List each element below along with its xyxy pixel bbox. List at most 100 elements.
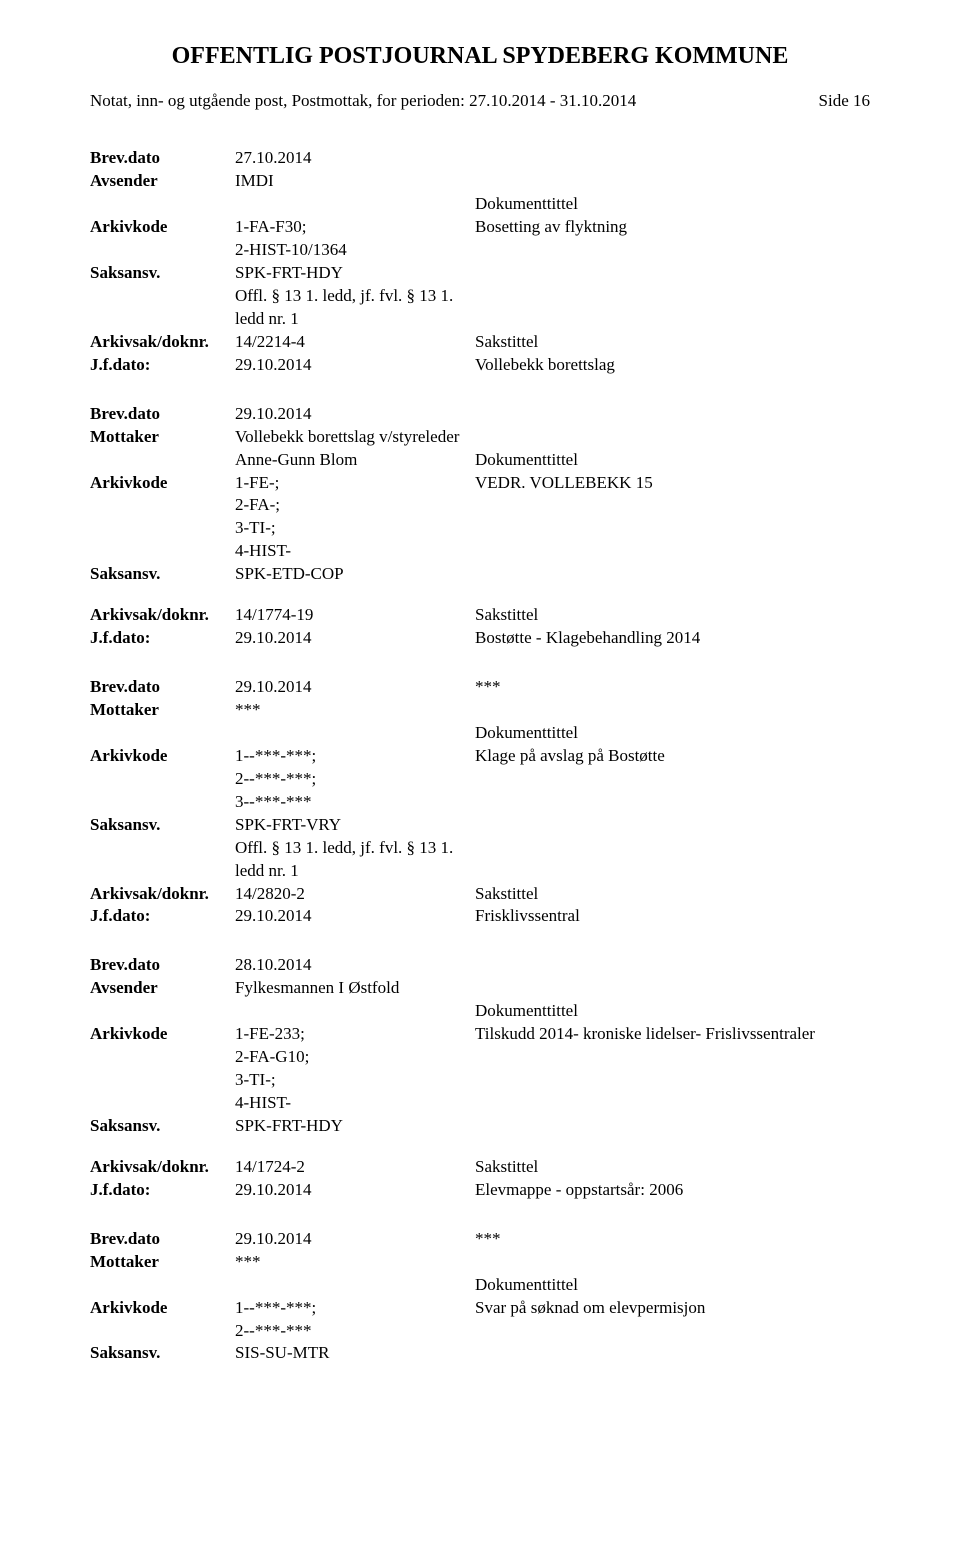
arkivkode-value: 4-HIST-: [235, 540, 475, 563]
brevdato-value: 29.10.2014: [235, 676, 475, 699]
saksansv-label: Saksansv.: [90, 262, 235, 285]
arkivsak-label: Arkivsak/doknr.: [90, 883, 235, 906]
party-label: Mottaker: [90, 1251, 235, 1274]
dokumenttittel-heading: Dokumenttittel: [475, 1000, 870, 1023]
arkivkode-value: 1-FA-F30;: [235, 216, 475, 239]
jfdato-value: 29.10.2014: [235, 354, 475, 377]
brevdato-label: Brev.dato: [90, 1228, 235, 1251]
brevdato-row: Brev.dato29.10.2014***: [90, 1228, 870, 1251]
dokumenttittel-heading-row: Dokumenttittel: [90, 1000, 870, 1023]
arkivkode-value: 4-HIST-: [235, 1092, 475, 1115]
arkivsak-row: Arkivsak/doknr.14/1774-19Sakstittel: [90, 604, 870, 627]
sakstittel-value: Elevmappe - oppstartsår: 2006: [475, 1179, 870, 1202]
arkivsak-value: 14/1774-19: [235, 604, 475, 627]
arkivkode-row: 3-TI-;: [90, 517, 870, 540]
arkivsak-value: 14/2214-4: [235, 331, 475, 354]
party-row: Mottaker***: [90, 1251, 870, 1274]
arkivkode-label: Arkivkode: [90, 216, 235, 239]
saksansv-label: Saksansv.: [90, 814, 235, 837]
jfdato-row: J.f.dato:29.10.2014Vollebekk borettslag: [90, 354, 870, 377]
saksansv-row: Offl. § 13 1. ledd, jf. fvl. § 13 1.: [90, 837, 870, 860]
sakstittel-value: Bostøtte - Klagebehandling 2014: [475, 627, 870, 650]
arkivkode-value: 2-HIST-10/1364: [235, 239, 475, 262]
arkivkode-row: 4-HIST-: [90, 1092, 870, 1115]
party-value-cont: Anne-Gunn Blom: [235, 449, 475, 472]
brevdato-value: 27.10.2014: [235, 147, 475, 170]
saksansv-row: ledd nr. 1: [90, 860, 870, 883]
arkivkode-row: 3--***-***: [90, 791, 870, 814]
sakstittel-heading: Sakstittel: [475, 604, 870, 627]
entry-gap: [90, 1138, 870, 1156]
arkivsak-label: Arkivsak/doknr.: [90, 331, 235, 354]
party-value: Fylkesmannen I Østfold: [235, 977, 475, 1000]
saksansv-value: SPK-FRT-HDY: [235, 262, 475, 285]
saksansv-value: SPK-ETD-COP: [235, 563, 475, 586]
dokumenttittel-heading-row: Dokumenttittel: [90, 1274, 870, 1297]
arkivkode-row: 2-FA-G10;: [90, 1046, 870, 1069]
brevdato-label: Brev.dato: [90, 403, 235, 426]
brevdato-suffix: ***: [475, 676, 870, 699]
brevdato-label: Brev.dato: [90, 954, 235, 977]
saksansv-row: Saksansv.SPK-FRT-VRY: [90, 814, 870, 837]
sakstittel-value: Vollebekk borettslag: [475, 354, 870, 377]
arkivsak-row: Arkivsak/doknr.14/2214-4Sakstittel: [90, 331, 870, 354]
party-label: Avsender: [90, 170, 235, 193]
party-label: Mottaker: [90, 699, 235, 722]
journal-entry: Brev.dato29.10.2014***Mottaker***Dokumen…: [90, 1228, 870, 1366]
subheader-row: Notat, inn- og utgående post, Postmottak…: [90, 90, 870, 113]
saksansv-value: Offl. § 13 1. ledd, jf. fvl. § 13 1.: [235, 285, 475, 308]
journal-entry: Brev.dato29.10.2014MottakerVollebekk bor…: [90, 403, 870, 650]
journal-entry: Brev.dato27.10.2014AvsenderIMDIDokumentt…: [90, 147, 870, 376]
brevdato-label: Brev.dato: [90, 147, 235, 170]
entry-gap: [90, 586, 870, 604]
arkivkode-label: Arkivkode: [90, 1023, 235, 1046]
dokumenttittel-heading-row: Dokumenttittel: [90, 193, 870, 216]
arkivkode-row: Arkivkode1--***-***;Klage på avslag på B…: [90, 745, 870, 768]
arkivkode-value: 1-FE-;: [235, 472, 475, 495]
saksansv-label: Saksansv.: [90, 1115, 235, 1138]
party-row: AvsenderIMDI: [90, 170, 870, 193]
arkivsak-label: Arkivsak/doknr.: [90, 604, 235, 627]
party-value: ***: [235, 699, 475, 722]
arkivkode-label: Arkivkode: [90, 1297, 235, 1320]
dokumenttittel-heading: Dokumenttittel: [475, 722, 870, 745]
dokumenttittel-value: Tilskudd 2014- kroniske lidelser- Frisli…: [475, 1023, 870, 1046]
sakstittel-heading: Sakstittel: [475, 331, 870, 354]
jfdato-label: J.f.dato:: [90, 354, 235, 377]
arkivkode-row: 2-HIST-10/1364: [90, 239, 870, 262]
jfdato-label: J.f.dato:: [90, 627, 235, 650]
dokumenttittel-heading: Dokumenttittel: [475, 449, 870, 472]
arkivkode-value: 1--***-***;: [235, 745, 475, 768]
jfdato-value: 29.10.2014: [235, 905, 475, 928]
arkivkode-row: 2--***-***: [90, 1320, 870, 1343]
arkivkode-row: Arkivkode1--***-***;Svar på søknad om el…: [90, 1297, 870, 1320]
saksansv-value: ledd nr. 1: [235, 860, 475, 883]
arkivsak-value: 14/2820-2: [235, 883, 475, 906]
dokumenttittel-heading: Dokumenttittel: [475, 1274, 870, 1297]
brevdato-row: Brev.dato29.10.2014***: [90, 676, 870, 699]
party-row: MottakerVollebekk borettslag v/styrelede…: [90, 426, 870, 449]
arkivkode-row: 4-HIST-: [90, 540, 870, 563]
dokumenttittel-heading: Dokumenttittel: [475, 193, 870, 216]
party-label: Mottaker: [90, 426, 235, 449]
dokumenttittel-value: Svar på søknad om elevpermisjon: [475, 1297, 870, 1320]
brevdato-row: Brev.dato27.10.2014: [90, 147, 870, 170]
arkivkode-row: 2-FA-;: [90, 494, 870, 517]
sakstittel-heading: Sakstittel: [475, 1156, 870, 1179]
party-value: IMDI: [235, 170, 475, 193]
party-label: Avsender: [90, 977, 235, 1000]
dokumenttittel-value: Klage på avslag på Bostøtte: [475, 745, 870, 768]
arkivkode-value: 2-FA-G10;: [235, 1046, 475, 1069]
party-value: Vollebekk borettslag v/styreleder: [235, 426, 475, 449]
brevdato-row: Brev.dato29.10.2014: [90, 403, 870, 426]
arkivkode-value: 1-FE-233;: [235, 1023, 475, 1046]
dokumenttittel-value: Bosetting av flyktning: [475, 216, 870, 239]
arkivkode-row: Arkivkode1-FA-F30;Bosetting av flyktning: [90, 216, 870, 239]
arkivkode-value: 3-TI-;: [235, 517, 475, 540]
arkivkode-row: Arkivkode1-FE-233;Tilskudd 2014- kronisk…: [90, 1023, 870, 1046]
dokumenttittel-heading-row: Dokumenttittel: [90, 722, 870, 745]
sakstittel-heading: Sakstittel: [475, 883, 870, 906]
saksansv-value: SPK-FRT-HDY: [235, 1115, 475, 1138]
arkivsak-row: Arkivsak/doknr.14/1724-2Sakstittel: [90, 1156, 870, 1179]
party-value: ***: [235, 1251, 475, 1274]
